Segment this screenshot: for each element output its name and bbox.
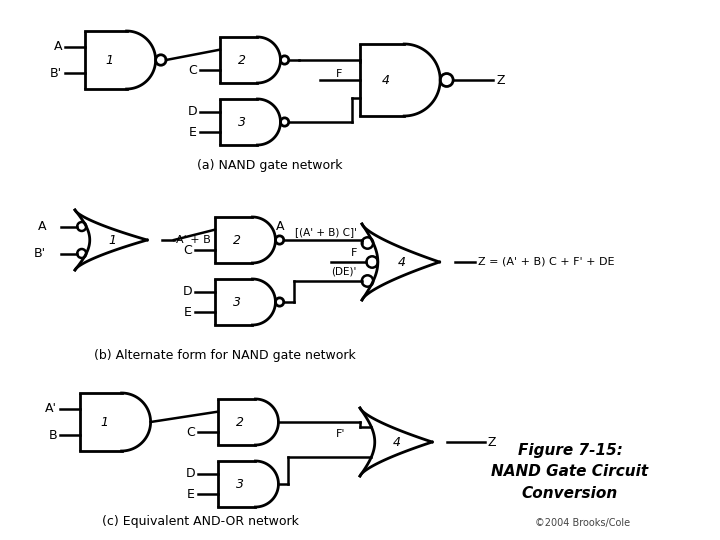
- Text: F': F': [336, 429, 345, 439]
- Text: 2: 2: [238, 53, 246, 66]
- Text: A: A: [37, 220, 46, 233]
- Text: C: C: [188, 64, 197, 77]
- Text: D: D: [182, 285, 192, 298]
- Text: F: F: [351, 248, 357, 258]
- Text: 2: 2: [235, 415, 243, 429]
- Text: A': A': [45, 402, 57, 415]
- Text: D: D: [185, 467, 195, 480]
- Text: [(A' + B) C]': [(A' + B) C]': [295, 227, 357, 237]
- Text: 4: 4: [393, 435, 401, 449]
- Text: B: B: [48, 429, 57, 442]
- Text: B': B': [50, 66, 62, 79]
- Text: E: E: [184, 306, 192, 319]
- Text: E: E: [189, 126, 197, 139]
- Text: 3: 3: [238, 116, 246, 129]
- Text: 2: 2: [233, 233, 240, 246]
- Text: A: A: [53, 40, 62, 53]
- Text: 3: 3: [235, 477, 243, 490]
- Text: B': B': [34, 247, 46, 260]
- Text: 1: 1: [108, 233, 116, 246]
- Text: Conversion: Conversion: [522, 487, 618, 502]
- Text: NAND Gate Circuit: NAND Gate Circuit: [492, 464, 649, 480]
- Text: C: C: [184, 244, 192, 257]
- Text: E: E: [187, 488, 195, 501]
- Text: Figure 7-15:: Figure 7-15:: [518, 442, 622, 457]
- Text: 1: 1: [100, 415, 108, 429]
- Text: (a) NAND gate network: (a) NAND gate network: [197, 159, 343, 172]
- Text: A: A: [276, 220, 284, 233]
- Text: (b) Alternate form for NAND gate network: (b) Alternate form for NAND gate network: [94, 348, 356, 361]
- Text: Z: Z: [488, 435, 496, 449]
- Text: 4: 4: [382, 73, 390, 86]
- Text: C: C: [186, 426, 195, 439]
- Text: (c) Equivalent AND-OR network: (c) Equivalent AND-OR network: [102, 516, 298, 529]
- Text: D: D: [187, 105, 197, 118]
- Text: (DE)': (DE)': [332, 266, 357, 276]
- Text: Z = (A' + B) C + F' + DE: Z = (A' + B) C + F' + DE: [478, 257, 615, 267]
- Text: 3: 3: [233, 295, 240, 308]
- Text: 4: 4: [397, 255, 405, 268]
- Text: Z: Z: [496, 73, 505, 86]
- Text: A' + B: A' + B: [176, 235, 211, 245]
- Text: F: F: [336, 69, 342, 79]
- Text: ©2004 Brooks/Cole: ©2004 Brooks/Cole: [535, 518, 630, 528]
- Text: 1: 1: [105, 53, 113, 66]
